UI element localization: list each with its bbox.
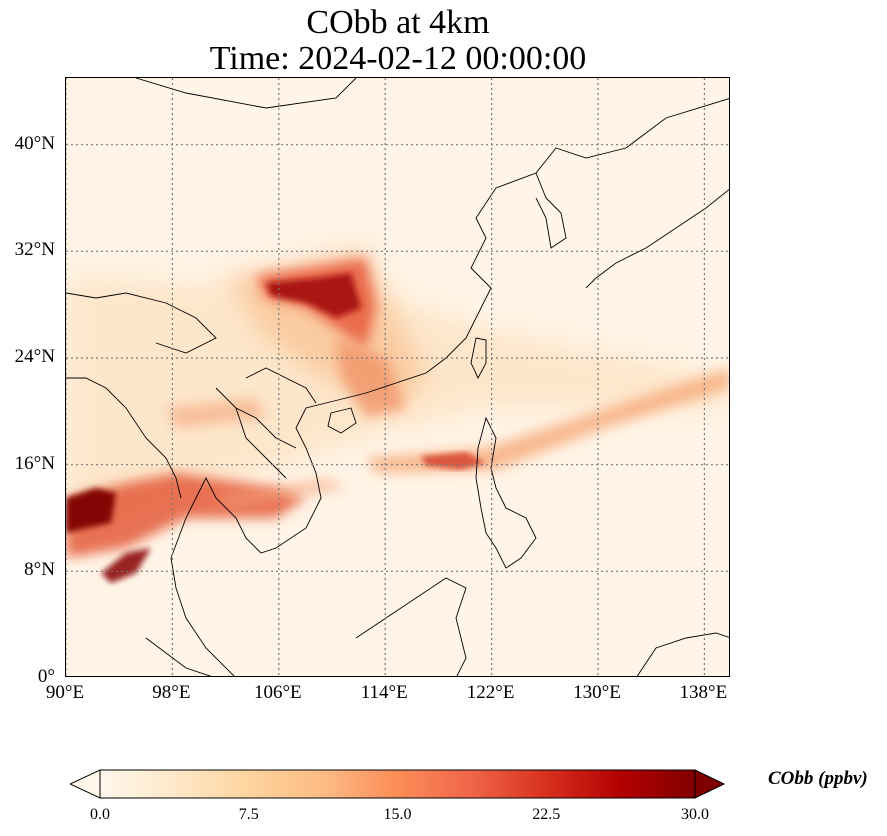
lon-tick-label: 130°E <box>573 682 621 703</box>
lat-tick-label: 16°N <box>14 452 55 474</box>
map-canvas <box>66 78 729 676</box>
coastlines <box>66 78 729 676</box>
concentration-field <box>66 248 729 583</box>
south-china-plume-core <box>266 273 361 318</box>
pacific-band-core <box>421 452 486 470</box>
hainan-plume-shape <box>336 338 406 418</box>
lat-tick-label: 40°N <box>14 132 55 154</box>
mongolia-border <box>135 78 357 109</box>
plume-stream-bands <box>166 398 346 508</box>
colorbar-label: CObb (ppbv) <box>768 768 868 789</box>
hainan-coast <box>327 407 357 434</box>
lon-tick-label: 122°E <box>466 682 515 703</box>
lat-tick-label: 24°N <box>14 346 55 367</box>
lat-tick-label: 8°N <box>24 559 55 581</box>
lon-tick-label: 114°E <box>360 682 408 703</box>
newguinea-coast <box>636 632 729 676</box>
gridlines <box>66 78 729 676</box>
borneo-coast <box>355 577 467 676</box>
map-panel[interactable] <box>65 77 730 677</box>
colorbar-tick-label: 15.0 <box>383 806 412 823</box>
sumatra-coast <box>145 637 212 676</box>
lat-tick-label: 0° <box>37 666 55 687</box>
china-coast <box>325 98 729 404</box>
lon-tick-label: 106°E <box>253 682 302 703</box>
philippines-coast <box>475 416 537 569</box>
colorbar-gradient <box>99 769 696 799</box>
lon-tick-label: 138°E <box>679 682 728 703</box>
indochina-coast <box>170 402 327 676</box>
lon-tick-label: 90°E <box>45 682 85 703</box>
colorbar-tick-label: 7.5 <box>238 806 259 823</box>
haze-diffuse <box>66 278 726 548</box>
lon-tick-label: 98°E <box>152 682 191 703</box>
colorbar-tick-label: 0.0 <box>90 806 110 823</box>
map-title: CObb at 4km <box>306 4 490 41</box>
colorbar-extend-low <box>70 769 101 799</box>
indochina-plume-core <box>66 488 116 533</box>
japan-coast <box>585 189 729 289</box>
colorbar-tick-label: 22.5 <box>532 806 561 823</box>
pacific-band-glow <box>366 368 729 473</box>
myanmar-coast <box>66 377 182 499</box>
korea-coast <box>535 172 567 249</box>
taiwan-coast <box>470 337 487 380</box>
colorbar-tick-label: 30.0 <box>681 806 709 823</box>
map-time-subtitle: Time: 2024-02-12 00:00:00 <box>209 40 587 77</box>
colorbar-extend-high <box>694 769 725 799</box>
vietnam-border <box>235 367 317 449</box>
lat-tick-label: 32°N <box>14 239 55 261</box>
indochina-plume-south-shape <box>101 548 151 583</box>
india-border <box>66 292 217 354</box>
colorbar <box>70 769 725 799</box>
